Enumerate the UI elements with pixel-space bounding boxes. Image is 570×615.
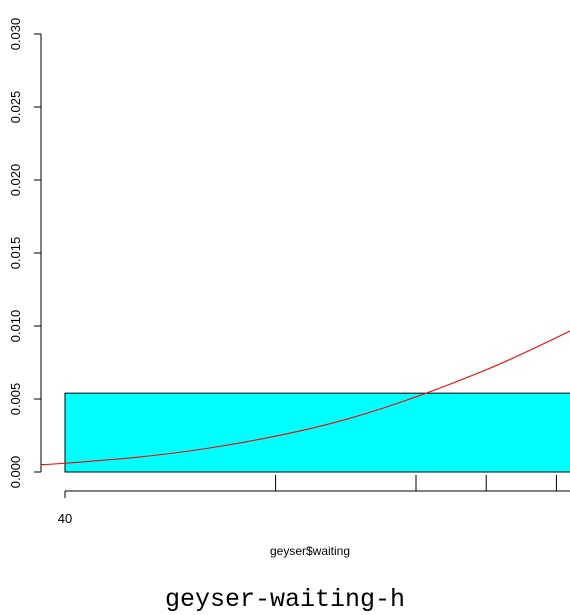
x-axis-label: geyser$waiting	[270, 544, 350, 558]
histogram-bar-0	[64, 392, 570, 473]
y-tick-label-4: 0.020	[8, 164, 23, 197]
rug-marks	[275, 475, 557, 491]
y-tick-label-6: 0.030	[8, 18, 23, 51]
y-tick-label-3: 0.015	[8, 237, 23, 270]
y-tick-label-0: 0.000	[8, 456, 23, 489]
histogram-bars	[64, 392, 570, 473]
y-axis: 0.000 0.005 0.010 0.015 0.020 0.025 0.030	[8, 18, 42, 489]
x-axis: 405060708090100110	[58, 490, 570, 526]
y-tick-label-2: 0.010	[8, 310, 23, 343]
y-tick-label-5: 0.025	[8, 91, 23, 124]
x-tick-label-0: 40	[58, 511, 72, 526]
chart-caption: geyser-waiting-h	[165, 585, 405, 614]
y-tick-label-1: 0.005	[8, 383, 23, 416]
